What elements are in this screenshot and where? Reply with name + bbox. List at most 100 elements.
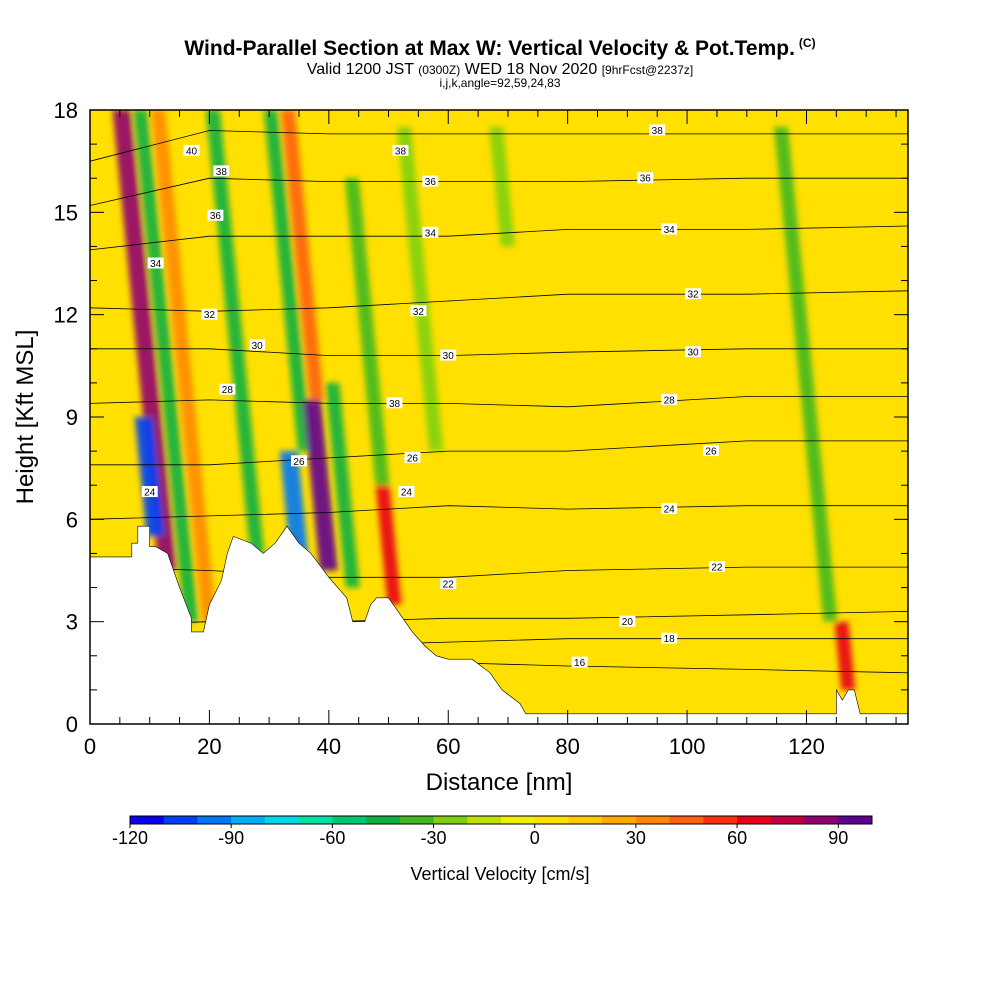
contour-label-bg-14 [440,349,457,361]
valid-zulu: (0300Z) [418,63,461,77]
contour-label-bg-28 [619,615,636,627]
colorbar-swatch-3 [197,816,232,824]
colorbar-swatch-17 [669,816,704,824]
contour-label-bg-21 [661,223,678,235]
colorbar-tick-label-1: -120 [112,828,148,848]
contour-label-bg-7 [219,383,236,395]
contour-label-bg-27 [708,561,725,573]
y-axis-label: Height [Kft MSL] [12,330,39,505]
colorbar-swatch-5 [264,816,300,824]
colorbar-swatch-18 [703,816,738,824]
contour-label-5: 32 [204,310,216,321]
colorbar-swatch-7 [332,816,367,824]
contour-label-bg-30 [571,656,588,668]
contour-label-20: 36 [640,174,652,185]
contour-label-14: 30 [443,351,455,362]
theta-contour-24 [90,505,908,520]
velocity-plume-9 [280,110,324,400]
contour-label-28: 20 [622,617,634,628]
contour-label-10: 38 [395,146,407,157]
contour-label-bg-1 [183,144,200,156]
y-tick-label-9: 9 [66,405,78,430]
colorbar-swatch-11 [467,816,502,824]
chart-title: Wind-Parallel Section at Max W: Vertical… [0,36,1000,61]
colorbar-swatch-9 [399,816,435,824]
valid-time: Valid 1200 JST [306,61,414,78]
contour-label-bg-29 [661,632,678,644]
velocity-plume-3 [133,110,199,622]
colorbar-frame [129,815,873,825]
contour-label-12: 34 [425,228,437,239]
y-tick-label-3: 3 [66,610,78,635]
x-axis-label: Distance [nm] [426,769,573,796]
contour-labels: 40 38 36 34 32 30 28 24 26 38 36 34 32 30 38 26 24 22 38 36… [141,124,725,669]
theta-contour-34 [90,225,908,251]
colorbar-tick-label-4: -30 [421,828,447,848]
colorbar-swatch-8 [366,816,401,824]
contour-label-bg-19 [649,124,666,136]
contour-label-bg-17 [398,486,415,498]
colorbar-swatch-16 [635,816,671,824]
contour-label-27: 22 [711,563,723,574]
velocity-plume-13 [396,127,444,452]
contour-label-4: 34 [150,259,162,270]
contour-label-bg-6 [249,339,266,351]
colorbar-tick-label-7: 60 [727,828,747,848]
colorbar-swatch-15 [602,816,637,824]
plot-area: 40 38 36 34 32 30 28 24 26 38 36 34 32 30 38 26 24 22 38 36… [90,110,908,724]
contour-label-bg-22 [685,288,702,300]
theta-contour-22 [90,566,908,578]
theta-contour-36 [90,177,908,206]
colorbar-swatch-13 [534,816,569,824]
contour-label-26: 24 [664,505,676,516]
contour-label-13: 32 [413,307,425,318]
y-tick-label-12: 12 [54,303,78,328]
contour-label-1: 40 [186,146,198,157]
contour-label-bg-2 [213,165,230,177]
colorbar-swatch-4 [231,816,266,824]
contour-label-bg-25 [702,445,719,457]
velocity-plume-1 [112,110,177,571]
contour-label-bg-24 [661,393,678,405]
contour-label-9: 26 [293,457,305,468]
theta-contour-26 [90,440,908,466]
contour-label-11: 36 [425,177,437,188]
colorbar-swatch-12 [501,816,536,824]
valid-date: WED 18 Nov 2020 [464,61,598,78]
colorbar-swatch-1 [130,816,165,824]
grid-indices: i,j,k,angle=92,59,24,83 [439,76,561,90]
chart-subtitle: Valid 1200 JST (0300Z) WED 18 Nov 2020 [… [0,61,1000,79]
velocity-plume-8 [302,399,338,571]
colorbar-swatch-21 [804,816,839,824]
contour-label-bg-9 [290,455,307,467]
copyright-mark: (C) [798,36,816,50]
colorbar-swatch-6 [298,816,333,824]
velocity-plume-7 [263,110,312,452]
x-tick-label-100: 100 [669,734,706,759]
x-tick-label-0: 0 [84,734,96,759]
contour-label-bg-18 [440,578,457,590]
colorbar-tick-label-2: -90 [218,828,244,848]
contour-label-bg-15 [386,397,403,409]
contour-label-22: 32 [687,290,699,301]
colorbar-tick-label-3: -60 [319,828,345,848]
contour-label-3: 36 [210,211,222,222]
contour-label-bg-20 [637,172,654,184]
contour-label-bg-10 [392,144,409,156]
velocity-plume-15 [773,127,838,622]
velocity-plume-14 [489,127,515,247]
colorbar-title: Vertical Velocity [cm/s] [410,864,589,884]
y-tick-label-15: 15 [54,200,78,225]
contour-label-bg-4 [147,257,164,269]
colorbar-tick-label-5: 0 [530,828,540,848]
velocity-plume-11 [375,485,402,605]
theta-contour-38 [90,130,908,162]
x-axis: 0 20 40 60 80 100 120 [84,110,897,759]
terrain-outline [90,525,908,724]
x-tick-label-120: 120 [788,734,825,759]
contour-label-15: 38 [389,399,401,410]
x-tick-label-40: 40 [317,734,341,759]
contour-label-30: 16 [574,658,586,669]
